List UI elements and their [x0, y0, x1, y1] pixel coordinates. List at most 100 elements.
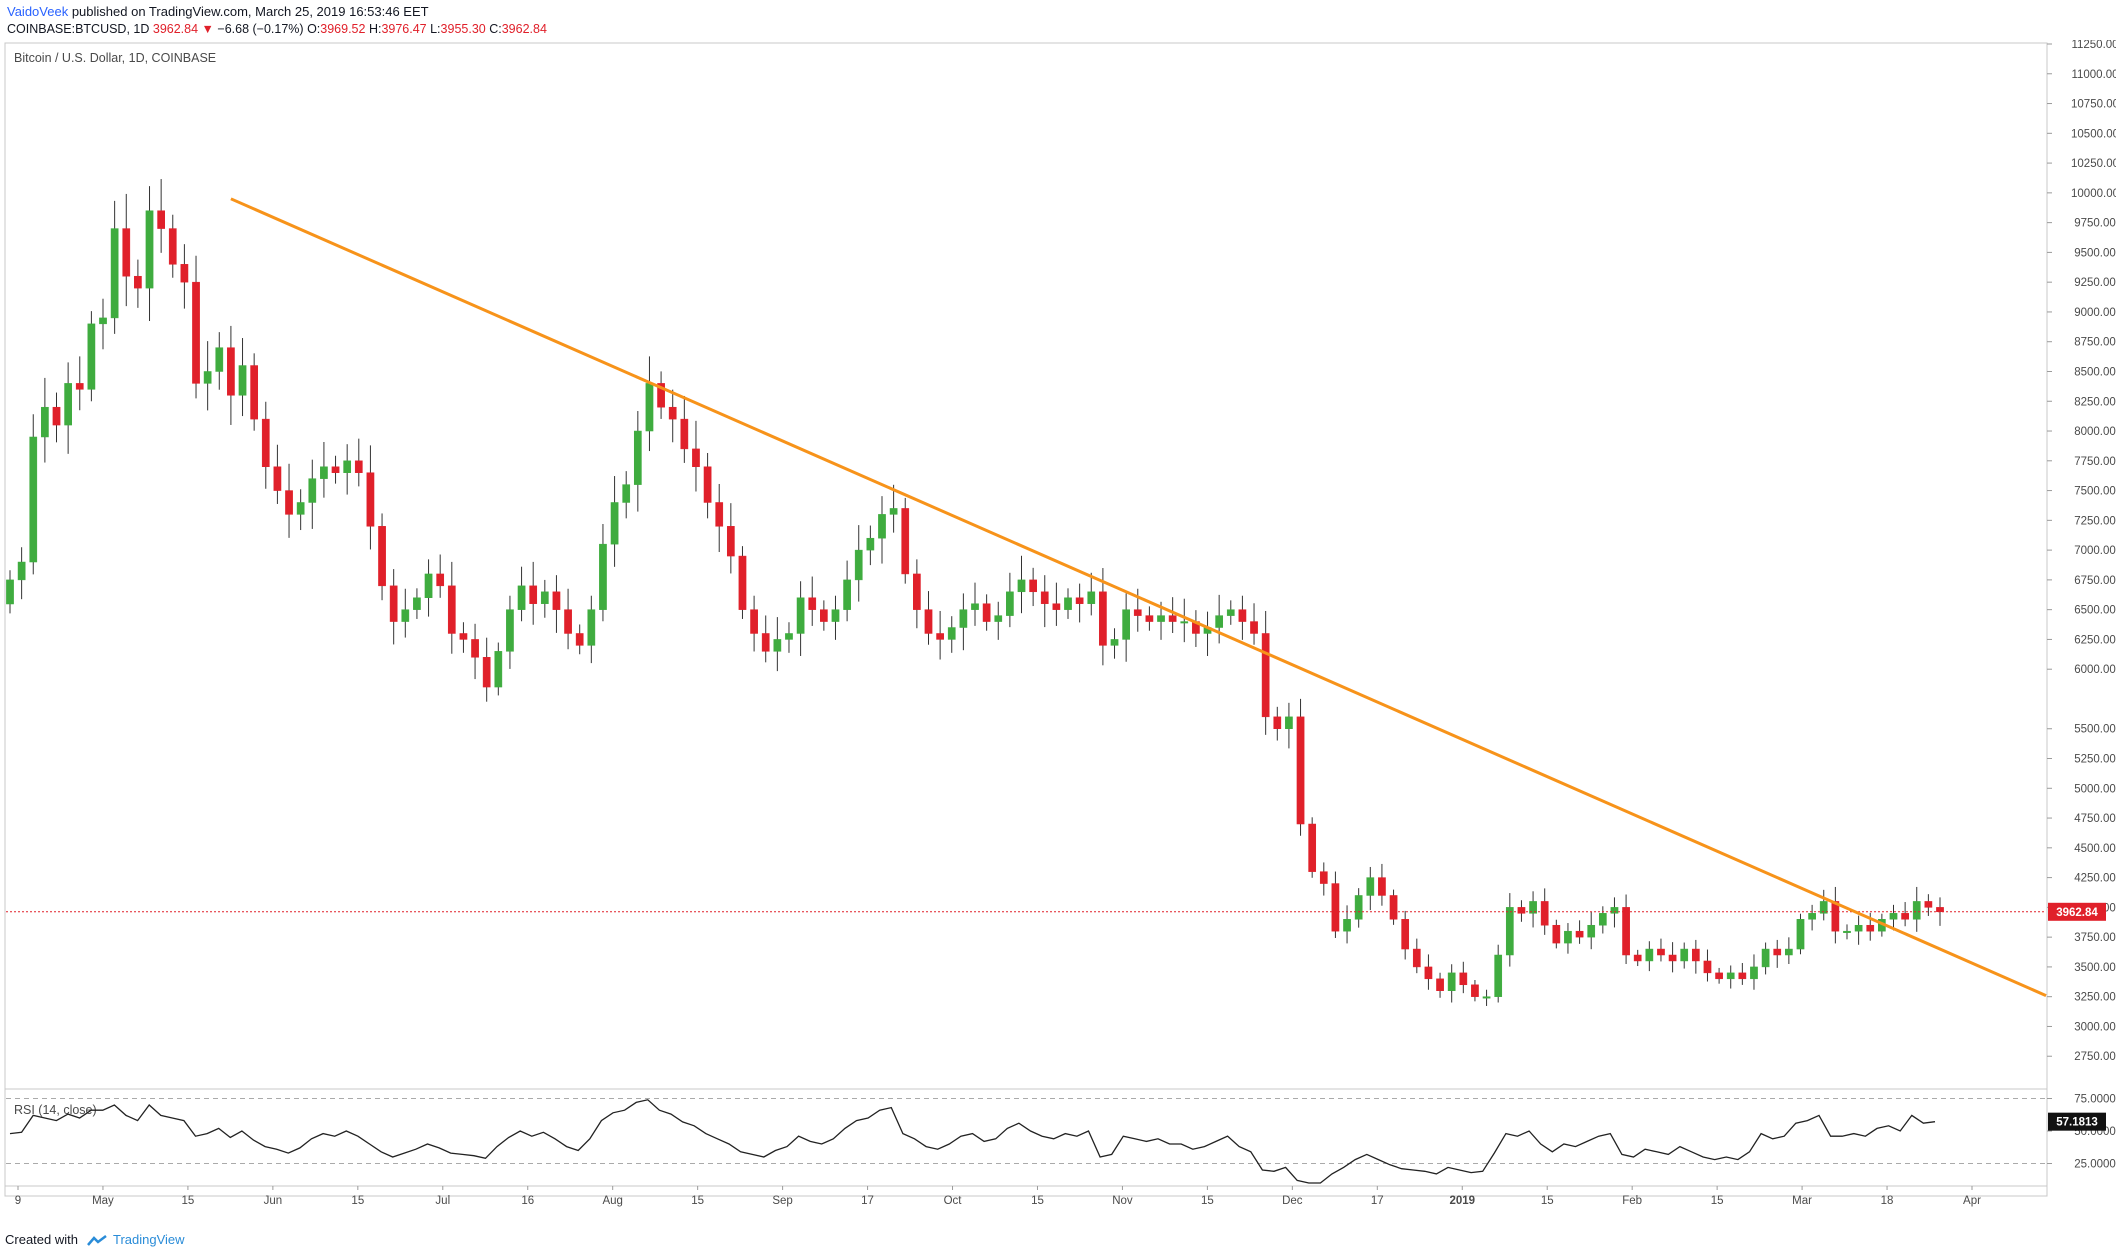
rsi-tick-label: 25.0000: [2074, 1159, 2116, 1171]
candle: [1122, 593, 1130, 662]
time-tick-label: 2019: [1449, 1195, 1475, 1207]
candle: [1075, 583, 1084, 623]
candle: [1680, 942, 1689, 969]
rsi-line: [9, 1099, 1936, 1184]
candle: [296, 489, 305, 531]
candle: [1145, 606, 1154, 631]
candle: [145, 186, 154, 321]
candle: [157, 179, 165, 253]
candle: [610, 476, 619, 567]
candle: [1889, 904, 1898, 931]
trendline[interactable]: [230, 197, 2047, 997]
price-tick-label: 9000.00: [2074, 307, 2116, 319]
price-tick-label: 3250.00: [2074, 992, 2116, 1004]
candle: [1761, 942, 1770, 975]
time-tick-label: May: [92, 1195, 114, 1207]
candle: [99, 298, 107, 350]
price-tick-label: 9250.00: [2074, 277, 2116, 289]
candle: [1796, 913, 1805, 955]
time-tick-label: Aug: [602, 1195, 622, 1207]
chart-canvas[interactable]: Bitcoin / U.S. Dollar, 1D, COINBASE RSI …: [0, 40, 2116, 1230]
candle: [401, 588, 410, 638]
candle: [1575, 920, 1584, 944]
price-axis[interactable]: 2750.003000.003250.003500.003750.004000.…: [2047, 40, 2116, 1063]
price-tick-label: 9750.00: [2074, 218, 2116, 230]
candle: [796, 581, 805, 656]
candle: [1354, 888, 1363, 928]
candle: [1819, 889, 1828, 921]
candle: [17, 547, 26, 600]
footer: Created with TradingView: [5, 1232, 185, 1248]
candle: [924, 591, 933, 645]
close-value: 3962.84: [501, 22, 547, 36]
close-label: C:: [489, 22, 502, 36]
price-tick-label: 10750.00: [2071, 99, 2116, 111]
candle: [1726, 965, 1735, 989]
candle: [1645, 941, 1654, 972]
price-tick-label: 2750.00: [2074, 1051, 2116, 1063]
candle: [552, 575, 561, 633]
created-with-text: Created with: [5, 1232, 78, 1247]
candle: [1006, 572, 1014, 628]
candle: [1261, 610, 1270, 735]
candle: [308, 459, 317, 529]
candle: [413, 588, 421, 619]
candle: [227, 325, 235, 425]
candle: [1657, 938, 1665, 962]
time-tick-label: Sep: [772, 1195, 792, 1207]
candle: [1703, 949, 1712, 982]
candle: [599, 524, 607, 622]
candle: [1331, 871, 1340, 938]
low-label: L:: [430, 22, 441, 36]
time-axis[interactable]: 9 May 15 Jun 15 Jul 16 Aug 15 Sep 17 Oct 15 Nov 15 Dec 1…: [15, 1186, 1981, 1207]
candle: [517, 566, 526, 622]
candle: [1180, 598, 1189, 643]
candle: [203, 341, 212, 411]
last-price: 3962.84: [152, 22, 199, 36]
candle: [134, 259, 142, 308]
price-tick-label: 6500.00: [2074, 605, 2116, 617]
price-tick-label: 8000.00: [2074, 426, 2116, 438]
candle: [87, 311, 96, 402]
time-tick-label: Oct: [944, 1195, 963, 1207]
candle: [1691, 939, 1700, 974]
candle: [1319, 862, 1328, 896]
price-tick-label: 7500.00: [2074, 486, 2116, 498]
tradingview-brand-link[interactable]: TradingView: [113, 1232, 185, 1247]
candle: [971, 582, 979, 626]
candle: [1901, 902, 1909, 927]
candle: [1366, 866, 1375, 911]
candle: [750, 595, 758, 652]
high-value: 3976.47: [381, 22, 427, 36]
candle: [1715, 967, 1723, 984]
time-tick-label: Dec: [1282, 1195, 1303, 1207]
candle: [320, 441, 328, 498]
candle: [1633, 949, 1642, 967]
candle: [1215, 594, 1224, 644]
candle: [1424, 954, 1433, 990]
author-link[interactable]: VaidoVeek: [7, 4, 69, 19]
candle: [633, 411, 642, 512]
candle: [564, 588, 572, 650]
time-tick-label: 15: [1711, 1195, 1724, 1207]
candle: [1459, 961, 1468, 994]
price-tick-label: 4250.00: [2074, 873, 2116, 885]
candle: [436, 554, 445, 598]
time-tick-label: Jun: [264, 1195, 283, 1207]
candle: [1226, 600, 1235, 625]
candle: [1505, 893, 1514, 967]
candle: [1564, 923, 1572, 954]
candle: [982, 594, 991, 631]
candle: [1924, 894, 1933, 916]
candle: [1401, 910, 1410, 960]
candle: [482, 637, 491, 702]
candle: [680, 395, 689, 463]
candle: [238, 338, 247, 417]
candle: [575, 624, 584, 655]
price-tick-label: 5500.00: [2074, 724, 2116, 736]
price-tick-label: 11250.00: [2071, 40, 2116, 51]
candle: [657, 371, 665, 419]
last-price-label-text: 3962.84: [2056, 907, 2098, 919]
candle: [1854, 915, 1863, 945]
candle: [64, 362, 72, 454]
